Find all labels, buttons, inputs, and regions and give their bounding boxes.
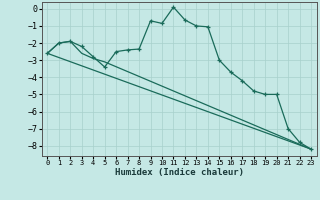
X-axis label: Humidex (Indice chaleur): Humidex (Indice chaleur) xyxy=(115,168,244,177)
